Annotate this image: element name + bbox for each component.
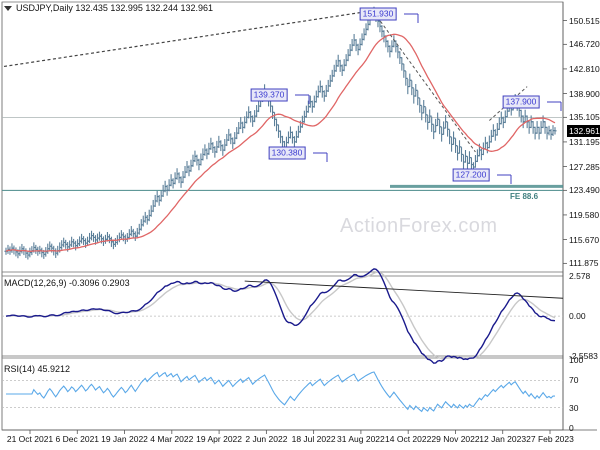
date-axis-label: 12 Jan 2023 xyxy=(479,434,527,444)
rsi-axis-label: 30 xyxy=(569,402,579,413)
date-axis-label: 18 Jul 2022 xyxy=(291,434,336,444)
fib-extension-label: FE 88.6 xyxy=(510,192,539,201)
price-axis-label: 115.670 xyxy=(569,234,600,245)
date-axis-label: 29 Nov 2022 xyxy=(431,434,480,444)
rsi-indicator-label: RSI(14) 45.9212 xyxy=(4,364,71,374)
price-annotation[interactable]: 151.930 xyxy=(359,7,397,21)
price-annotation[interactable]: 139.370 xyxy=(250,88,288,102)
price-axis-label: 138.900 xyxy=(569,88,600,99)
date-axis-label: 31 Aug 2022 xyxy=(337,434,385,444)
rsi-axis-label: 0 xyxy=(569,423,574,433)
price-annotation[interactable]: 130.380 xyxy=(268,146,306,160)
date-axis-label: 2 Jun 2022 xyxy=(245,434,288,444)
price-axis-label: 150.515 xyxy=(569,15,600,26)
price-axis-label: 146.720 xyxy=(569,39,600,50)
macd-axis-label: 0.00 xyxy=(569,311,586,322)
chevron-down-icon[interactable] xyxy=(4,5,12,11)
macd-axis-label: -2.5583 xyxy=(569,351,598,361)
date-axis-label: 21 Oct 2021 xyxy=(6,434,54,444)
price-axis-label: 127.285 xyxy=(569,161,600,172)
date-axis-label: 4 Mar 2022 xyxy=(150,434,194,444)
date-axis-label: 19 Jan 2022 xyxy=(101,434,148,444)
price-axis-label: 131.195 xyxy=(569,136,600,147)
price-axis-label: 142.810 xyxy=(569,63,600,74)
rsi-axis-label: 70 xyxy=(569,375,579,386)
symbol-header: USDJPY,Daily 132.435 132.995 132.244 132… xyxy=(4,3,213,13)
price-axis-label: 111.875 xyxy=(569,258,599,269)
date-axis-label: 14 Oct 2022 xyxy=(385,434,432,444)
price-annotation[interactable]: 137.900 xyxy=(502,95,540,109)
price-axis-label: 119.580 xyxy=(569,209,600,220)
price-axis-label: 123.490 xyxy=(569,185,600,196)
watermark: ActionForex.com xyxy=(340,215,498,237)
rsi-axis-label: 100 xyxy=(569,355,584,365)
symbol-ohlc-text: USDJPY,Daily 132.435 132.995 132.244 132… xyxy=(16,3,213,13)
macd-indicator-label: MACD(12,26,9) -0.3096 0.2903 xyxy=(4,278,130,288)
date-axis-label: 27 Feb 2023 xyxy=(526,434,574,444)
date-axis-label: 19 Apr 2022 xyxy=(196,434,243,444)
macd-axis-label: 2.578 xyxy=(569,271,591,281)
current-price-label: 132.961 xyxy=(567,124,600,137)
date-axis-label: 6 Dec 2021 xyxy=(55,434,100,444)
price-annotation[interactable]: 127.200 xyxy=(452,168,490,182)
price-axis-label: 135.105 xyxy=(569,112,600,123)
